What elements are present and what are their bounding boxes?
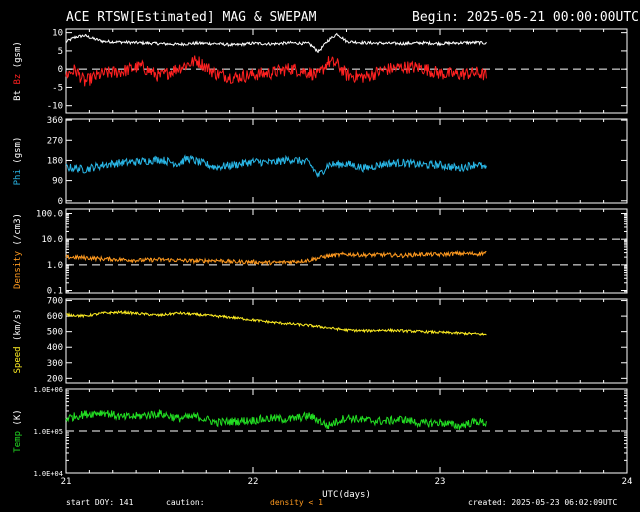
series-bz — [65, 55, 487, 87]
series-speed — [65, 309, 487, 336]
x-tick-label: 24 — [622, 477, 633, 487]
x-tick-label: 23 — [435, 477, 446, 487]
y-tick-label: 200 — [47, 374, 63, 384]
y-tick-label: 10 — [52, 29, 63, 39]
density-note: density < 1 — [270, 498, 323, 507]
y-tick-label: 360 — [47, 116, 63, 126]
y-tick-label: 300 — [47, 359, 63, 369]
y-tick-label: 0 — [58, 197, 63, 207]
y-tick-label: 1.0 — [47, 261, 63, 271]
x-axis-label: UTC(days) — [322, 490, 371, 500]
y-axis-label-phi: Phi (gsm) — [13, 137, 23, 186]
y-tick-label: 5 — [58, 47, 63, 57]
chart-title: ACE RTSW[Estimated] MAG & SWEPAM — [66, 10, 317, 25]
y-tick-label: 1.0E+06 — [33, 386, 63, 394]
y-tick-label: -5 — [52, 83, 63, 93]
y-axis-label-temp: Temp (K) — [13, 409, 23, 452]
y-tick-label: 270 — [47, 136, 63, 146]
y-tick-label: 100.0 — [36, 210, 63, 220]
y-axis-label-speed: Speed (km/s) — [13, 308, 23, 373]
y-tick-label: 700 — [47, 297, 63, 307]
series-bt — [65, 32, 487, 54]
x-tick-label: 22 — [248, 477, 259, 487]
y-tick-label: 1.0E+05 — [33, 428, 63, 436]
y-tick-label: 400 — [47, 343, 63, 353]
y-axis-label-mag: Bt Bz (gsm) — [13, 41, 23, 101]
panel-frame-density — [65, 208, 628, 294]
created-timestamp: created: 2025-05-23 06:02:09UTC — [468, 498, 618, 507]
panel-frame-speed — [65, 298, 628, 384]
y-tick-label: 180 — [47, 156, 63, 166]
x-tick-label: 21 — [61, 477, 72, 487]
y-tick-label: 0 — [58, 65, 63, 75]
series-temp — [65, 409, 487, 430]
start-doy-label: start DOY: 141 — [66, 498, 134, 507]
caution-label: caution: — [166, 498, 205, 507]
y-tick-label: -10 — [47, 102, 63, 112]
begin-timestamp: Begin: 2025-05-21 00:00:00UTC — [412, 10, 639, 25]
y-tick-label: 600 — [47, 312, 63, 322]
y-axis-label-density: Density (/cm3) — [13, 213, 23, 289]
series-density — [65, 249, 487, 267]
series-phi — [65, 154, 487, 179]
y-tick-label: 1.0E+04 — [33, 470, 63, 478]
y-tick-label: 500 — [47, 328, 63, 338]
y-tick-label: 90 — [52, 177, 63, 187]
y-tick-label: 10.0 — [41, 235, 63, 245]
y-tick-label: 0.1 — [47, 287, 63, 297]
